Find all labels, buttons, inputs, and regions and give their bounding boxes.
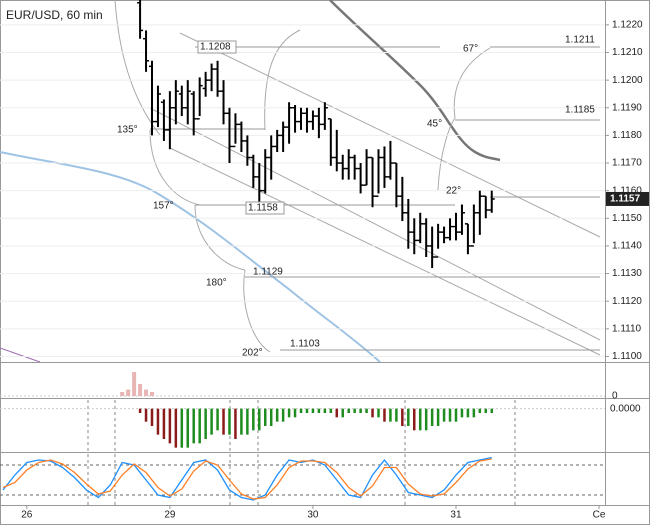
annotation: 1.1211 xyxy=(565,35,595,46)
annotation-box xyxy=(245,201,285,215)
x-tick-label: 26 xyxy=(21,510,33,521)
y-tick-label: 1.1120 xyxy=(612,296,642,307)
volume-bar xyxy=(138,384,143,396)
angle-label: 67° xyxy=(463,44,478,55)
y-tick-label: 1.1110 xyxy=(612,323,642,334)
angle-label: 45° xyxy=(427,119,442,130)
price-bars xyxy=(0,0,605,357)
y-tick-label: 1.1160 xyxy=(612,185,642,196)
annotation: 1.1103 xyxy=(290,339,320,350)
angle-label: 157° xyxy=(153,201,174,212)
y-tick-label: 1.1130 xyxy=(612,268,642,279)
y-tick-label: 1.1140 xyxy=(612,241,642,252)
purple-line xyxy=(0,347,41,362)
annotation: 1.1185 xyxy=(565,105,595,116)
stochastic-line xyxy=(2,456,492,501)
y-tick-label: 1.1150 xyxy=(612,213,642,224)
x-tick-label: 29 xyxy=(164,510,176,521)
chart-title: EUR/USD, 60 min xyxy=(6,8,103,22)
annotation: 1.1208 xyxy=(200,42,231,53)
volume-bar xyxy=(126,389,131,396)
gann-arc xyxy=(114,0,491,353)
angle-label: 135° xyxy=(117,125,138,136)
last-price-label: 1.1157 xyxy=(610,194,640,205)
y-tick-label: 1.1170 xyxy=(612,158,642,169)
angle-label: 180° xyxy=(206,278,227,289)
volume-bar xyxy=(132,372,137,396)
last-price-box xyxy=(606,191,649,206)
overlay xyxy=(0,0,601,362)
y-tick-label: 1.1220 xyxy=(612,20,643,31)
panel-border xyxy=(0,0,650,506)
level-line xyxy=(150,46,600,351)
x-tick-label: 31 xyxy=(450,510,462,521)
y-tick-label: 1.1190 xyxy=(612,102,642,113)
volume-bar xyxy=(120,392,125,396)
y-tick-label: 0 xyxy=(612,391,618,402)
annotation: 1.1129 xyxy=(253,267,283,278)
x-tick-label: 30 xyxy=(307,510,319,521)
y-tick-label: 1.1180 xyxy=(612,130,642,141)
y-tick-label: 1.1100 xyxy=(612,351,642,362)
x-tick-label: Ce xyxy=(593,510,606,521)
y-tick-label: 1.1210 xyxy=(612,47,643,58)
moving-average xyxy=(0,151,381,362)
y-tick-label: 0.0000 xyxy=(610,403,641,414)
angle-label: 202° xyxy=(242,348,263,359)
angle-label: 22° xyxy=(446,186,461,197)
volume-bar xyxy=(144,389,149,396)
annotation: 1.1158 xyxy=(248,203,278,214)
annotation-box xyxy=(197,40,237,54)
y-tick-label: 1.1200 xyxy=(612,75,643,86)
volume-bar xyxy=(149,392,154,396)
stochastic-line xyxy=(2,458,492,500)
